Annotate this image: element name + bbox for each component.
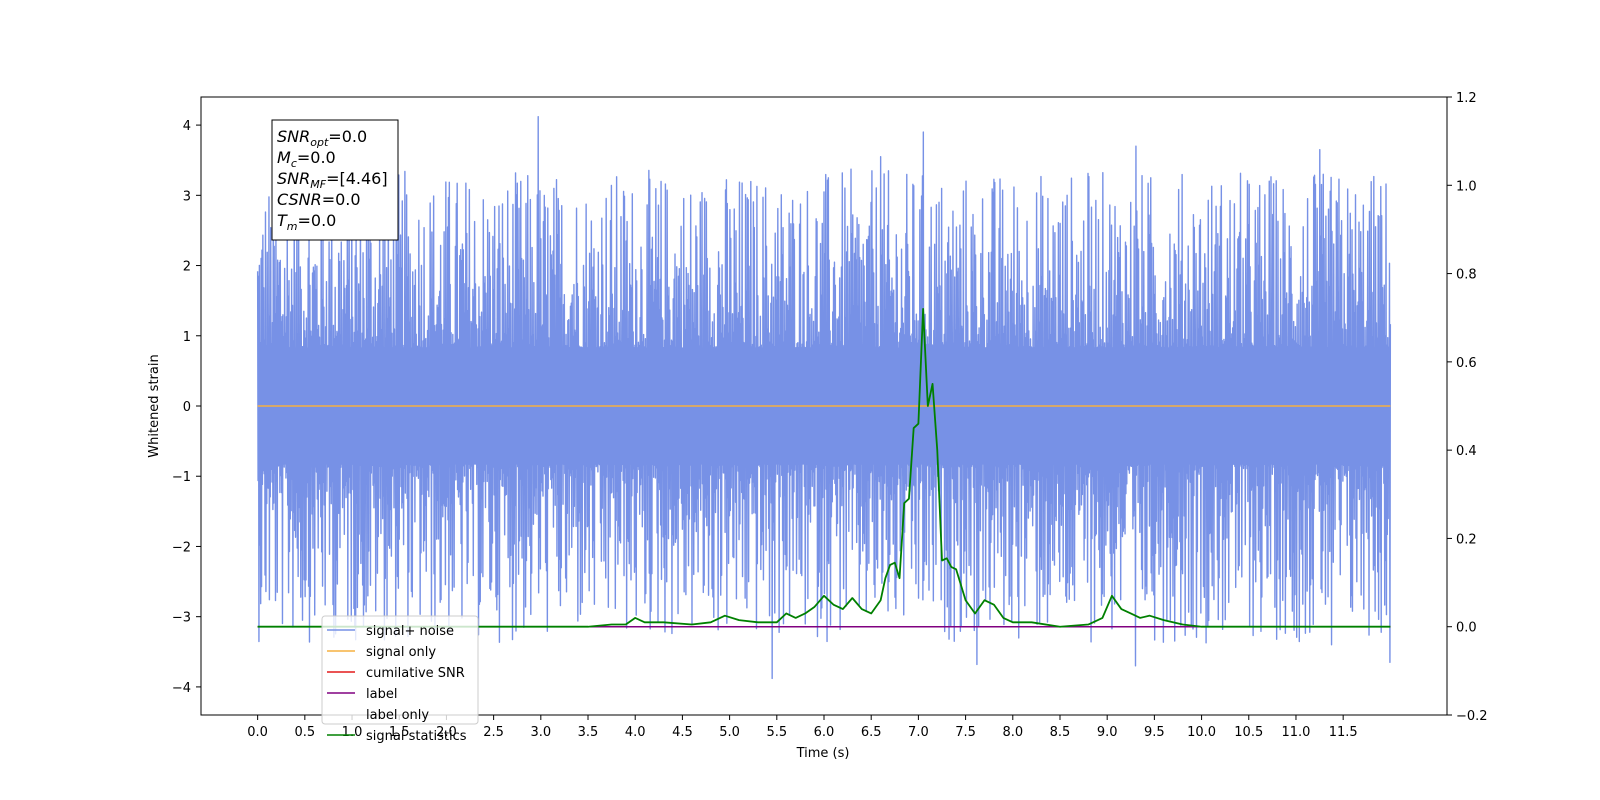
y-tick-label: 3 (183, 189, 191, 204)
y-tick-label: −2 (172, 540, 191, 555)
series-signal-statistics-line (257, 307, 1391, 628)
legend-label: signal only (366, 645, 436, 660)
y-tick-label: −4 (172, 681, 191, 696)
y-tick-label: 2 (183, 260, 191, 275)
x-tick-label: 10.5 (1234, 725, 1263, 740)
y-tick-label: −3 (172, 611, 191, 626)
y2-tick-label: 0.0 (1456, 621, 1477, 636)
y-tick-label: 4 (183, 119, 191, 134)
legend-label: label (366, 687, 397, 702)
x-tick-label: 7.5 (955, 725, 976, 740)
y2-tick-label: 1.2 (1456, 91, 1477, 106)
y-axis-label: Whitened strain (147, 354, 162, 457)
x-tick-label: 1.5 (389, 725, 410, 740)
x-tick-label: 4.0 (625, 725, 646, 740)
x-tick-label: 7.0 (908, 725, 929, 740)
stats-box-line: Tm=0.0 (277, 211, 336, 233)
x-tick-label: 0.0 (247, 725, 268, 740)
y-tick-label: −1 (172, 470, 191, 485)
x-tick-label: 6.0 (814, 725, 835, 740)
y2-tick-label: 1.0 (1456, 179, 1477, 194)
y2-tick-label: −0.2 (1456, 709, 1488, 724)
stats-box-line: Mc=0.0 (277, 148, 336, 170)
axes: 0.0 0.5 1.0 1.5 2.0 2.5 3.0 3.5 4.0 4.5 5.0 5.5 6.0 6… (172, 91, 1488, 740)
x-tick-label: 3.0 (530, 725, 551, 740)
x-tick-label: 5.5 (766, 725, 787, 740)
stats-box-line: SNRopt=0.0 (277, 127, 367, 149)
series-signal-noise-line (256, 115, 1392, 680)
y2-tick-label: 0.6 (1456, 356, 1477, 371)
legend: signal+ noise signal only cumilative SNR la… (321, 615, 479, 744)
x-tick-label: 10.0 (1187, 725, 1216, 740)
x-tick-label: 9.0 (1097, 725, 1118, 740)
y2-tick-label: 0.8 (1456, 268, 1477, 283)
stats-box-frame (271, 119, 399, 241)
x-tick-label: 8.5 (1050, 725, 1071, 740)
y-tick-label: 1 (183, 330, 191, 345)
x-tick-label: 11.0 (1281, 725, 1310, 740)
x-tick-label: 0.5 (294, 725, 315, 740)
legend-label: cumilative SNR (366, 666, 465, 681)
stats-box-line: SNRMF=[4.46] (277, 169, 388, 191)
y2-tick-label: 0.2 (1456, 532, 1477, 547)
x-tick-label: 2.0 (436, 725, 457, 740)
x-tick-label: 9.5 (1144, 725, 1165, 740)
x-tick-label: 8.0 (1002, 725, 1023, 740)
stats-box-line: CSNR=0.0 (277, 190, 361, 209)
x-tick-label: 1.0 (342, 725, 363, 740)
x-tick-label: 2.5 (483, 725, 504, 740)
legend-label: label only (366, 708, 429, 723)
legend-label: signal+ noise (366, 624, 454, 639)
y2-tick-label: 0.4 (1456, 444, 1477, 459)
x-tick-label: 11.5 (1329, 725, 1358, 740)
legend-frame (321, 615, 479, 725)
x-axis-label: Time (s) (796, 746, 850, 761)
x-tick-label: 6.5 (861, 725, 882, 740)
legend-label: signal statistics (366, 729, 467, 744)
x-tick-label: 4.5 (672, 725, 693, 740)
x-tick-label: 3.5 (578, 725, 599, 740)
x-tick-label: 5.0 (719, 725, 740, 740)
y-tick-label: 0 (183, 400, 191, 415)
